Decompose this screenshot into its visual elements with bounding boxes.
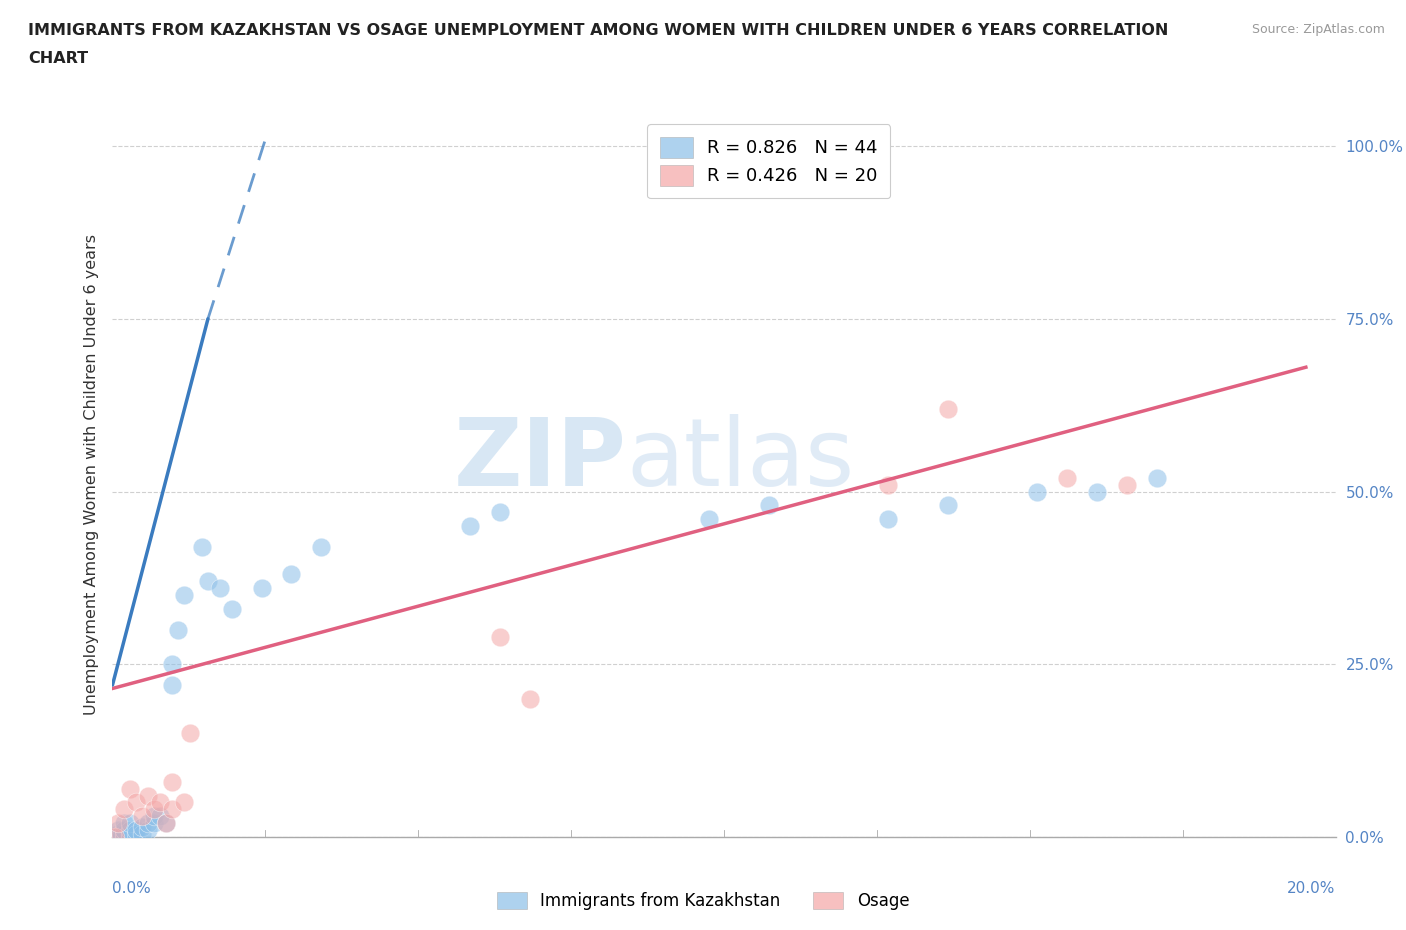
Point [191, 539, 214, 554]
Text: ZIP: ZIP [453, 414, 626, 506]
Point [160, 775, 183, 790]
Point [107, 826, 129, 841]
Point [519, 691, 541, 706]
Point [112, 816, 135, 830]
Y-axis label: Unemployment Among Women with Children Under 6 years: Unemployment Among Women with Children U… [83, 233, 98, 715]
Point [107, 823, 129, 838]
Point [149, 795, 172, 810]
Point [160, 802, 183, 817]
Point [125, 826, 148, 841]
Point [120, 830, 142, 844]
Point [104, 830, 127, 844]
Point [131, 809, 153, 824]
Point [110, 830, 132, 844]
Point [143, 802, 166, 817]
Point [877, 512, 900, 526]
Point [280, 567, 302, 582]
Point [936, 401, 959, 416]
Point [489, 630, 512, 644]
Point [149, 809, 172, 824]
Point [120, 823, 142, 838]
Point [104, 830, 127, 844]
Point [697, 512, 720, 526]
Point [489, 505, 512, 520]
Point [460, 519, 482, 534]
Point [131, 819, 153, 834]
Text: IMMIGRANTS FROM KAZAKHSTAN VS OSAGE UNEMPLOYMENT AMONG WOMEN WITH CHILDREN UNDER: IMMIGRANTS FROM KAZAKHSTAN VS OSAGE UNEM… [28, 23, 1168, 38]
Text: 0.0%: 0.0% [112, 881, 152, 896]
Point [173, 795, 195, 810]
Point [107, 830, 129, 844]
Text: CHART: CHART [28, 51, 89, 66]
Point [167, 622, 190, 637]
Point [125, 795, 148, 810]
Point [173, 588, 195, 603]
Point [877, 477, 900, 492]
Point [136, 816, 159, 830]
Point [197, 574, 219, 589]
Point [1085, 485, 1108, 499]
Point [125, 823, 148, 838]
Point [155, 816, 177, 830]
Legend: Immigrants from Kazakhstan, Osage: Immigrants from Kazakhstan, Osage [489, 885, 917, 917]
Text: atlas: atlas [626, 414, 855, 506]
Point [120, 781, 142, 796]
Point [112, 823, 135, 838]
Point [160, 678, 183, 693]
Point [1146, 471, 1168, 485]
Point [112, 802, 135, 817]
Point [120, 826, 142, 841]
Point [120, 816, 142, 830]
Point [131, 826, 153, 841]
Point [160, 657, 183, 671]
Point [1115, 477, 1137, 492]
Point [179, 726, 201, 741]
Point [136, 823, 159, 838]
Text: 20.0%: 20.0% [1288, 881, 1336, 896]
Point [143, 816, 166, 830]
Point [112, 826, 135, 841]
Point [136, 788, 159, 803]
Point [758, 498, 780, 512]
Point [155, 816, 177, 830]
Point [221, 602, 243, 617]
Point [107, 816, 129, 830]
Legend: R = 0.826   N = 44, R = 0.426   N = 20: R = 0.826 N = 44, R = 0.426 N = 20 [648, 125, 890, 198]
Point [936, 498, 959, 512]
Point [1026, 485, 1049, 499]
Point [250, 581, 273, 596]
Point [311, 539, 333, 554]
Point [208, 581, 231, 596]
Point [112, 830, 135, 844]
Point [110, 826, 132, 841]
Point [143, 809, 166, 824]
Point [1056, 471, 1078, 485]
Text: Source: ZipAtlas.com: Source: ZipAtlas.com [1251, 23, 1385, 36]
